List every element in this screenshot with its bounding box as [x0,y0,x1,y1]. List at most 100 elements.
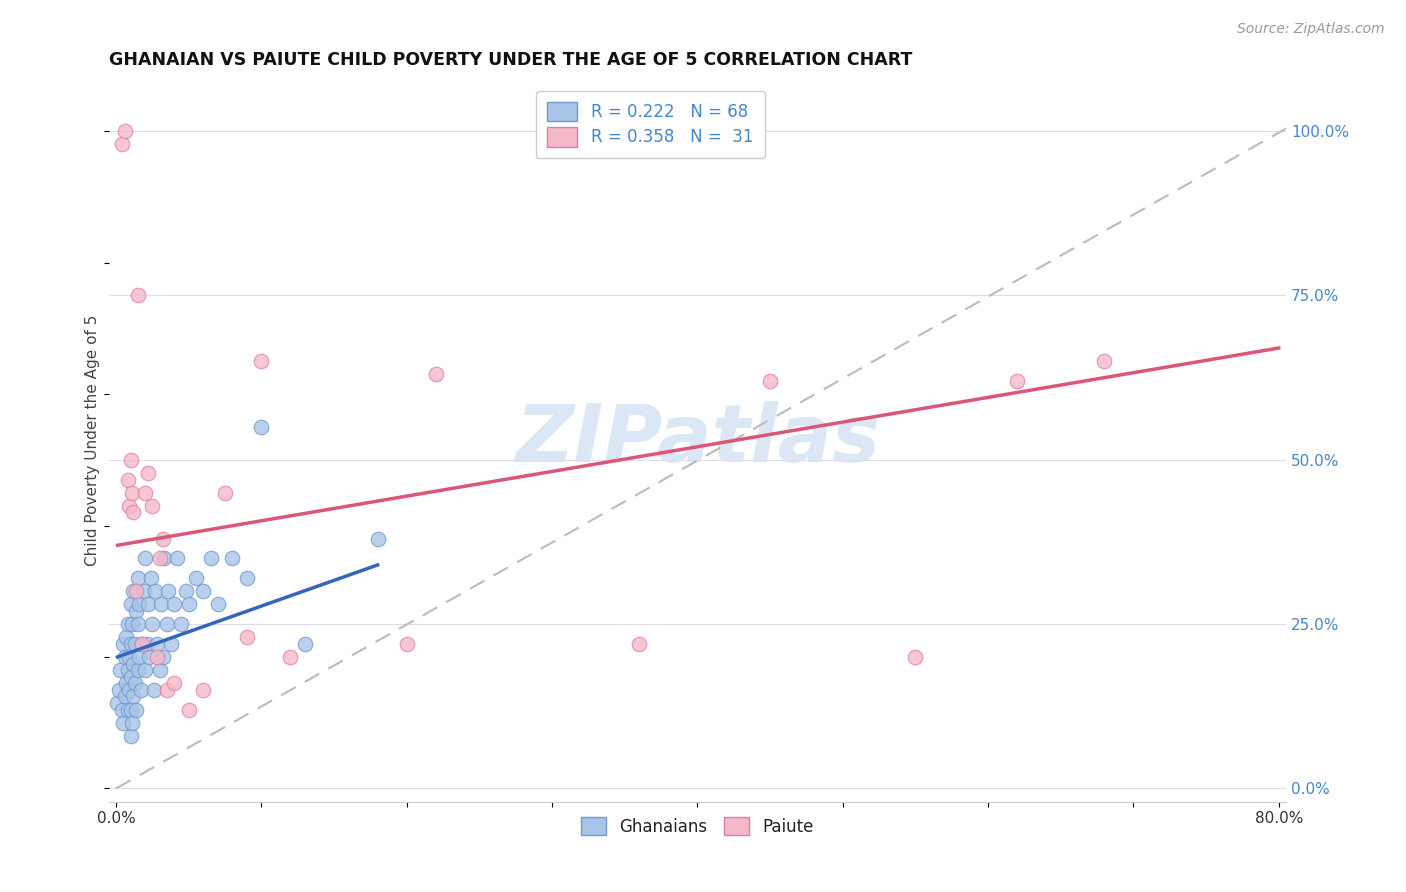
Point [118,682,141,697]
Point [367,532,389,546]
Point [150,598,173,612]
Point [157,584,180,599]
Point [129,682,152,697]
Point [115,630,138,644]
Point [135,637,157,651]
Point [127,617,149,632]
Point [114,650,136,665]
Point [759,374,782,388]
Point [117,702,139,716]
Point [163,598,186,612]
Point [145,650,167,665]
Point [143,584,166,599]
Point [207,598,229,612]
Point [141,617,163,632]
Point [134,551,156,566]
Point [156,617,179,632]
Point [110,663,132,677]
Point [125,604,148,618]
Point [193,584,215,599]
Point [112,715,135,730]
Point [108,682,131,697]
Point [115,676,138,690]
Point [120,702,142,716]
Point [250,354,273,368]
Point [122,657,145,671]
Point [120,670,142,684]
Point [221,551,243,566]
Point [142,682,165,697]
Point [141,499,163,513]
Text: ZIPatlas: ZIPatlas [515,401,880,479]
Point [117,617,139,632]
Point [236,630,259,644]
Point [1005,374,1028,388]
Point [107,696,129,710]
Point [124,637,146,651]
Point [121,485,143,500]
Point [236,571,259,585]
Point [193,682,215,697]
Point [122,505,145,519]
Point [152,650,174,665]
Point [214,485,236,500]
Point [149,551,172,566]
Point [111,702,134,716]
Text: Source: ZipAtlas.com: Source: ZipAtlas.com [1237,22,1385,37]
Point [125,702,148,716]
Point [184,571,207,585]
Point [114,124,136,138]
Point [139,571,162,585]
Point [117,663,139,677]
Point [120,637,142,651]
Point [121,715,143,730]
Point [294,637,316,651]
Point [127,571,149,585]
Point [163,676,186,690]
Point [120,598,142,612]
Point [156,682,179,697]
Point [128,650,150,665]
Point [128,598,150,612]
Point [118,650,141,665]
Point [152,532,174,546]
Point [177,702,200,716]
Point [149,663,172,677]
Point [138,650,160,665]
Point [200,551,222,566]
Legend: Ghanaians, Paiute: Ghanaians, Paiute [572,808,823,844]
Point [153,551,176,566]
Point [136,598,159,612]
Point [111,137,134,152]
Point [131,637,153,651]
Point [136,466,159,480]
Point [280,650,302,665]
Point [120,729,142,743]
Point [904,650,927,665]
Point [628,637,651,651]
Point [117,473,139,487]
Point [122,584,145,599]
Point [127,663,149,677]
Point [425,368,447,382]
Point [127,288,149,302]
Point [112,637,135,651]
Point [166,551,188,566]
Point [132,584,155,599]
Point [250,420,273,434]
Point [122,690,145,704]
Point [1092,354,1115,368]
Point [160,637,183,651]
Point [125,584,148,599]
Point [120,452,142,467]
Point [134,485,156,500]
Text: GHANAIAN VS PAIUTE CHILD POVERTY UNDER THE AGE OF 5 CORRELATION CHART: GHANAIAN VS PAIUTE CHILD POVERTY UNDER T… [108,51,912,69]
Point [177,598,200,612]
Point [118,499,141,513]
Point [121,617,143,632]
Point [134,663,156,677]
Point [145,637,167,651]
Point [114,690,136,704]
Point [124,676,146,690]
Y-axis label: Child Poverty Under the Age of 5: Child Poverty Under the Age of 5 [86,314,100,566]
